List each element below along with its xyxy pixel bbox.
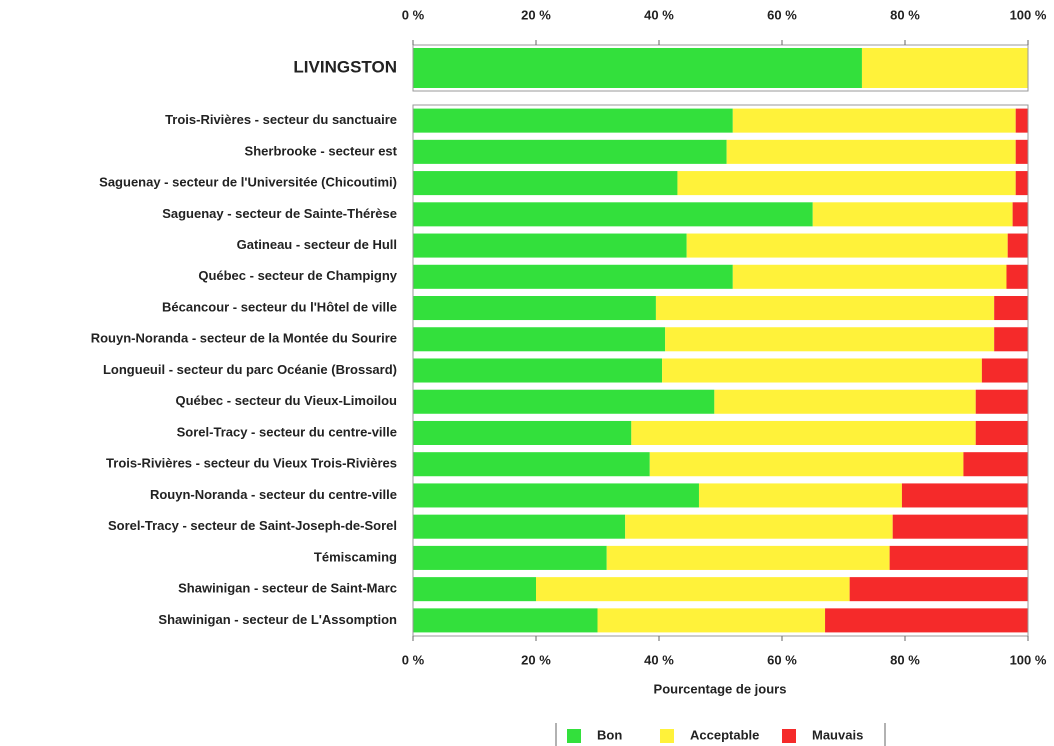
bar-segment bbox=[536, 577, 850, 602]
bar-segment bbox=[413, 358, 663, 383]
bar-segment bbox=[686, 233, 1008, 258]
y-tick-label: Bécancour - secteur du l'Hôtel de ville bbox=[162, 299, 397, 314]
x-tick-label: 40 % bbox=[644, 652, 674, 667]
y-tick-label: Shawinigan - secteur de Saint-Marc bbox=[178, 581, 397, 596]
bar-segment bbox=[413, 48, 862, 88]
x-tick-label: 0 % bbox=[402, 7, 425, 22]
bar-segment bbox=[413, 233, 687, 258]
x-axis-label: Pourcentage de jours bbox=[654, 681, 787, 696]
bar-segment bbox=[413, 327, 666, 352]
y-tick-label: Rouyn-Noranda - secteur du centre-ville bbox=[150, 487, 397, 502]
x-tick-label: 80 % bbox=[890, 7, 920, 22]
x-tick-label: 20 % bbox=[521, 652, 551, 667]
bar-segment bbox=[1012, 202, 1028, 227]
legend-swatch bbox=[660, 729, 674, 743]
bar-segment bbox=[655, 296, 995, 321]
y-tick-label: LIVINGSTON bbox=[293, 57, 397, 76]
x-tick-label: 100 % bbox=[1010, 652, 1047, 667]
bar-segment bbox=[413, 108, 733, 133]
bar-segment bbox=[631, 420, 976, 445]
bar-segment bbox=[413, 389, 715, 414]
y-tick-label: Longueuil - secteur du parc Océanie (Bro… bbox=[103, 362, 397, 377]
legend-label: Acceptable bbox=[690, 727, 759, 742]
plot-frame bbox=[412, 44, 1029, 92]
bar-segment bbox=[975, 420, 1028, 445]
y-tick-label: Gatineau - secteur de Hull bbox=[237, 237, 397, 252]
bar-segment bbox=[901, 483, 1028, 508]
bar-segment bbox=[825, 608, 1028, 633]
y-tick-label: Saguenay - secteur de l'Universitée (Chi… bbox=[99, 175, 397, 190]
bar-segment bbox=[413, 608, 598, 633]
bar-segment bbox=[662, 358, 982, 383]
bar-segment bbox=[413, 202, 813, 227]
y-tick-label: Sorel-Tracy - secteur de Saint-Joseph-de… bbox=[108, 518, 397, 533]
bar-segment bbox=[1015, 171, 1028, 196]
y-tick-label: Témiscaming bbox=[314, 549, 397, 564]
bar-segment bbox=[413, 452, 650, 477]
bar-segment bbox=[413, 577, 536, 602]
bar-segment bbox=[861, 48, 1028, 88]
x-tick-label: 20 % bbox=[521, 7, 551, 22]
bar-segment bbox=[413, 171, 678, 196]
legend-label: Mauvais bbox=[812, 727, 863, 742]
bar-segment bbox=[726, 139, 1016, 164]
y-tick-label: Trois-Rivières - secteur du Vieux Trois-… bbox=[106, 456, 397, 471]
x-tick-label: 60 % bbox=[767, 7, 797, 22]
bar-segment bbox=[413, 545, 607, 570]
y-tick-label: Sorel-Tracy - secteur du centre-ville bbox=[177, 424, 397, 439]
bar-segment bbox=[732, 264, 1007, 289]
bar-segment bbox=[413, 514, 626, 539]
bar-segment bbox=[1015, 108, 1028, 133]
bar-segment bbox=[413, 139, 727, 164]
legend-swatch bbox=[782, 729, 796, 743]
bar-segment bbox=[413, 264, 733, 289]
y-tick-label: Sherbrooke - secteur est bbox=[245, 143, 398, 158]
y-tick-label: Saguenay - secteur de Sainte-Thérèse bbox=[162, 206, 397, 221]
x-tick-label: 60 % bbox=[767, 652, 797, 667]
x-tick-label: 0 % bbox=[402, 652, 425, 667]
bar-segment bbox=[625, 514, 893, 539]
bar-segment bbox=[963, 452, 1028, 477]
x-tick-label: 100 % bbox=[1010, 7, 1047, 22]
bar-segment bbox=[413, 296, 656, 321]
bar-segment bbox=[1015, 139, 1028, 164]
bar-segment bbox=[677, 171, 1016, 196]
bar-segment bbox=[714, 389, 976, 414]
y-tick-label: Rouyn-Noranda - secteur de la Montée du … bbox=[91, 331, 397, 346]
x-tick-label: 80 % bbox=[890, 652, 920, 667]
bar-segment bbox=[892, 514, 1028, 539]
bar-segment bbox=[994, 296, 1028, 321]
bar-segment bbox=[698, 483, 902, 508]
bar-segment bbox=[606, 545, 890, 570]
bar-segment bbox=[732, 108, 1016, 133]
bar-segment bbox=[597, 608, 826, 633]
y-tick-label: Shawinigan - secteur de L'Assomption bbox=[158, 612, 397, 627]
y-tick-label: Québec - secteur de Champigny bbox=[198, 268, 397, 283]
bar-segment bbox=[994, 327, 1028, 352]
x-tick-label: 40 % bbox=[644, 7, 674, 22]
bar-segment bbox=[1007, 233, 1028, 258]
y-tick-label: Québec - secteur du Vieux-Limoilou bbox=[175, 393, 397, 408]
y-tick-label: Trois-Rivières - secteur du sanctuaire bbox=[165, 112, 397, 127]
bar-segment bbox=[1006, 264, 1028, 289]
legend-swatch bbox=[567, 729, 581, 743]
bar-segment bbox=[649, 452, 964, 477]
plot-frame bbox=[412, 104, 1029, 637]
bar-segment bbox=[812, 202, 1013, 227]
bar-segment bbox=[975, 389, 1028, 414]
bar-segment bbox=[413, 483, 699, 508]
bar-segment bbox=[981, 358, 1028, 383]
bar-segment bbox=[849, 577, 1028, 602]
legend-label: Bon bbox=[597, 727, 622, 742]
bar-segment bbox=[665, 327, 995, 352]
bar-segment bbox=[889, 545, 1028, 570]
bar-segment bbox=[413, 420, 632, 445]
